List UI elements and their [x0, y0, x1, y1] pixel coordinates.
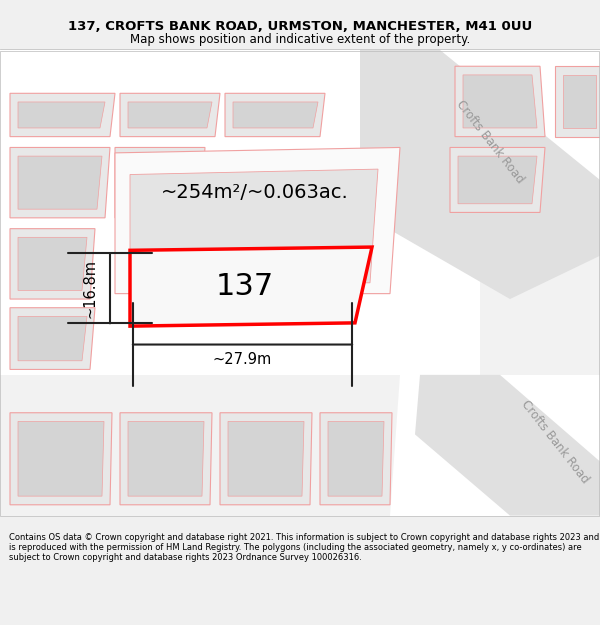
Polygon shape	[10, 308, 95, 369]
Polygon shape	[320, 412, 392, 505]
Polygon shape	[463, 75, 537, 128]
Polygon shape	[450, 148, 545, 213]
Polygon shape	[10, 148, 110, 218]
Polygon shape	[18, 238, 87, 291]
Polygon shape	[225, 93, 325, 137]
Polygon shape	[115, 148, 400, 294]
Polygon shape	[0, 50, 600, 516]
Polygon shape	[120, 93, 220, 137]
Polygon shape	[130, 247, 372, 326]
Polygon shape	[120, 412, 212, 505]
Polygon shape	[360, 50, 600, 299]
Polygon shape	[18, 102, 105, 128]
Polygon shape	[555, 66, 600, 137]
Polygon shape	[228, 421, 304, 496]
Polygon shape	[330, 50, 600, 299]
Polygon shape	[563, 75, 596, 128]
Text: ~27.9m: ~27.9m	[213, 352, 272, 367]
Text: Contains OS data © Crown copyright and database right 2021. This information is : Contains OS data © Crown copyright and d…	[9, 532, 599, 562]
Text: 137, CROFTS BANK ROAD, URMSTON, MANCHESTER, M41 0UU: 137, CROFTS BANK ROAD, URMSTON, MANCHEST…	[68, 21, 532, 33]
Text: Map shows position and indicative extent of the property.: Map shows position and indicative extent…	[130, 33, 470, 46]
Polygon shape	[328, 421, 384, 496]
Polygon shape	[18, 316, 87, 361]
Polygon shape	[390, 375, 600, 516]
Polygon shape	[115, 148, 205, 218]
Text: Crofts Bank Road: Crofts Bank Road	[454, 98, 526, 186]
Polygon shape	[10, 412, 112, 505]
Polygon shape	[0, 50, 480, 375]
Polygon shape	[123, 156, 197, 209]
Polygon shape	[0, 50, 600, 516]
Polygon shape	[10, 93, 115, 137]
Polygon shape	[458, 156, 537, 204]
Text: Crofts Bank Road: Crofts Bank Road	[518, 398, 592, 486]
Polygon shape	[455, 66, 545, 137]
Polygon shape	[220, 412, 312, 505]
Polygon shape	[10, 229, 95, 299]
Polygon shape	[130, 169, 378, 282]
Text: 137: 137	[216, 271, 274, 301]
Text: ~254m²/~0.063ac.: ~254m²/~0.063ac.	[161, 183, 349, 203]
Polygon shape	[128, 102, 212, 128]
Polygon shape	[18, 156, 102, 209]
Polygon shape	[415, 375, 600, 516]
Polygon shape	[18, 421, 104, 496]
Polygon shape	[128, 421, 204, 496]
Text: ~16.8m: ~16.8m	[83, 259, 97, 318]
Polygon shape	[233, 102, 318, 128]
